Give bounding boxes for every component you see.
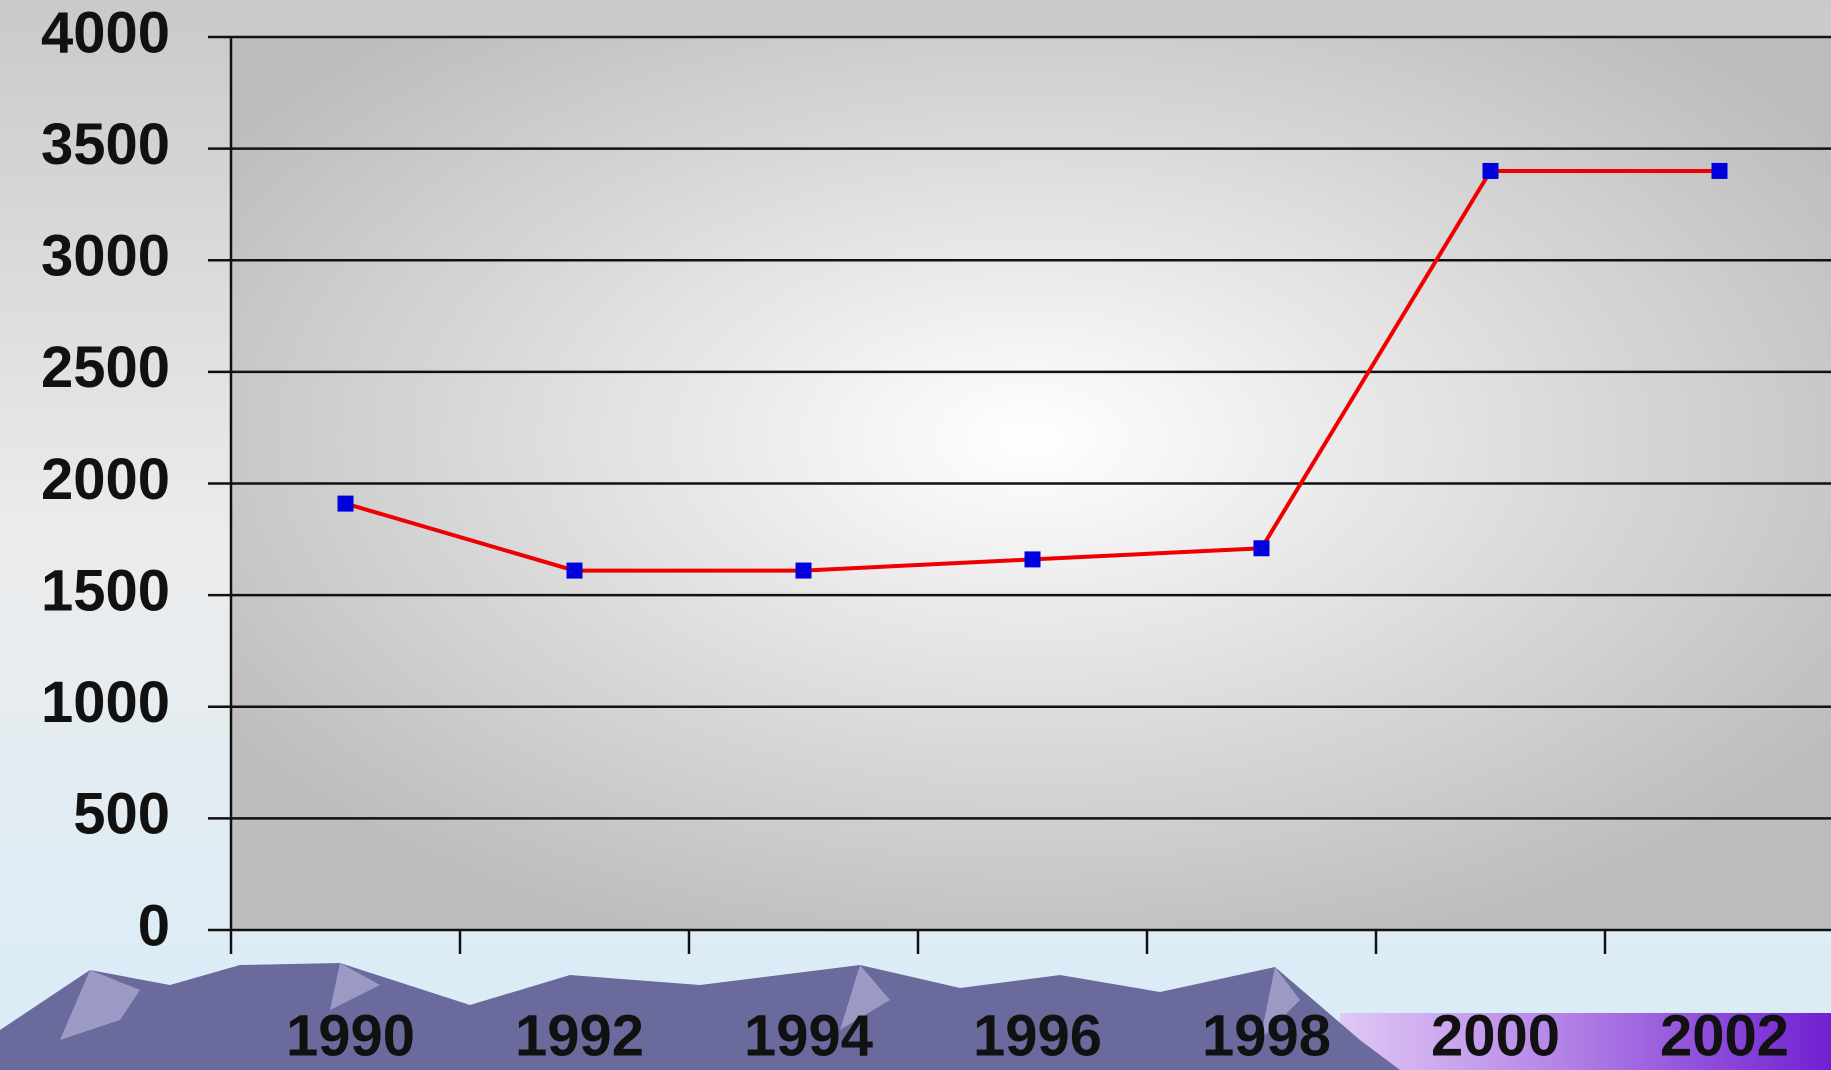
y-tick-label: 1000 bbox=[41, 670, 170, 735]
x-tick-label: 2002 bbox=[1660, 1003, 1789, 1068]
y-tick-label: 3000 bbox=[41, 224, 170, 289]
decor-band bbox=[1340, 1013, 1831, 1070]
marker bbox=[1482, 162, 1499, 179]
mountain-highlights bbox=[60, 963, 1300, 1040]
y-tick-label: 2500 bbox=[41, 335, 170, 400]
y-tick-label: 4000 bbox=[41, 0, 170, 65]
x-tick-label: 1990 bbox=[286, 1003, 415, 1068]
marker bbox=[566, 562, 583, 579]
y-tick-label: 0 bbox=[138, 893, 170, 958]
marker bbox=[1711, 162, 1728, 179]
x-tick-label: 1994 bbox=[744, 1003, 873, 1068]
marker bbox=[1253, 540, 1270, 557]
y-tick-label: 1500 bbox=[41, 558, 170, 623]
marker bbox=[795, 562, 812, 579]
x-tick-label: 1992 bbox=[515, 1003, 644, 1068]
marker bbox=[337, 495, 354, 512]
x-tick-label: 2000 bbox=[1431, 1003, 1560, 1068]
x-tick-label: 1998 bbox=[1202, 1003, 1331, 1068]
x-tick-label: 1996 bbox=[973, 1003, 1102, 1068]
y-tick-label: 3500 bbox=[41, 112, 170, 177]
marker bbox=[1024, 551, 1041, 568]
y-tick-label: 500 bbox=[73, 782, 170, 847]
y-tick-label: 2000 bbox=[41, 447, 170, 512]
